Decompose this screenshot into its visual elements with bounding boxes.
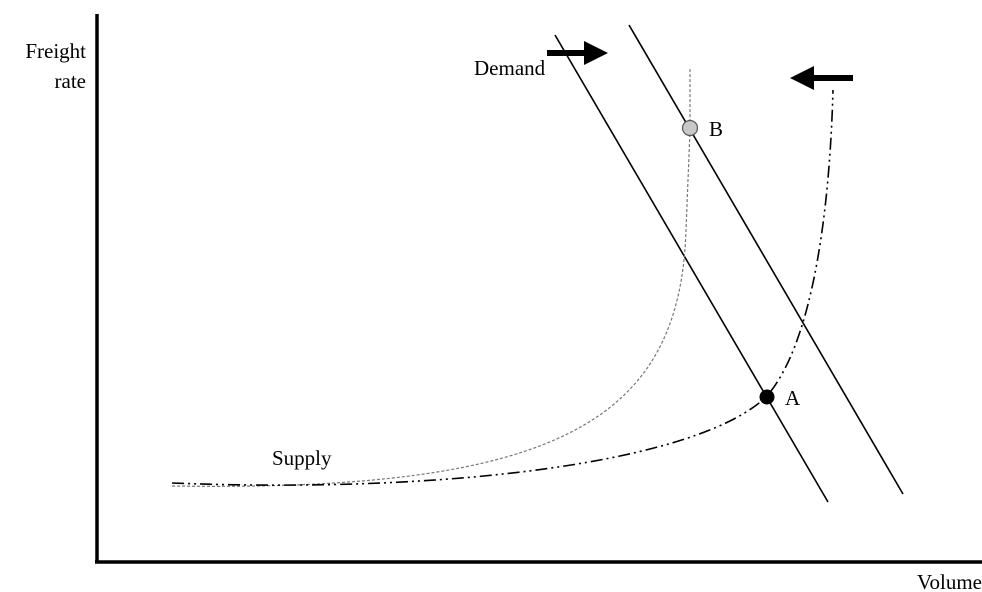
demand-label: Demand <box>474 56 546 80</box>
y-axis-label: rate <box>55 69 86 93</box>
demand-line-2 <box>628 24 904 495</box>
supply-label: Supply <box>272 446 332 470</box>
y-axis-label: Freight <box>25 39 86 63</box>
demand-line-1 <box>554 34 829 503</box>
point-a <box>759 389 775 405</box>
supply-curve-original <box>171 89 834 486</box>
x-axis-label: Volume <box>917 570 982 592</box>
point-label: A <box>785 386 801 410</box>
supply-curve-new <box>171 68 691 487</box>
point-label: B <box>709 117 723 141</box>
point-b <box>681 119 699 137</box>
